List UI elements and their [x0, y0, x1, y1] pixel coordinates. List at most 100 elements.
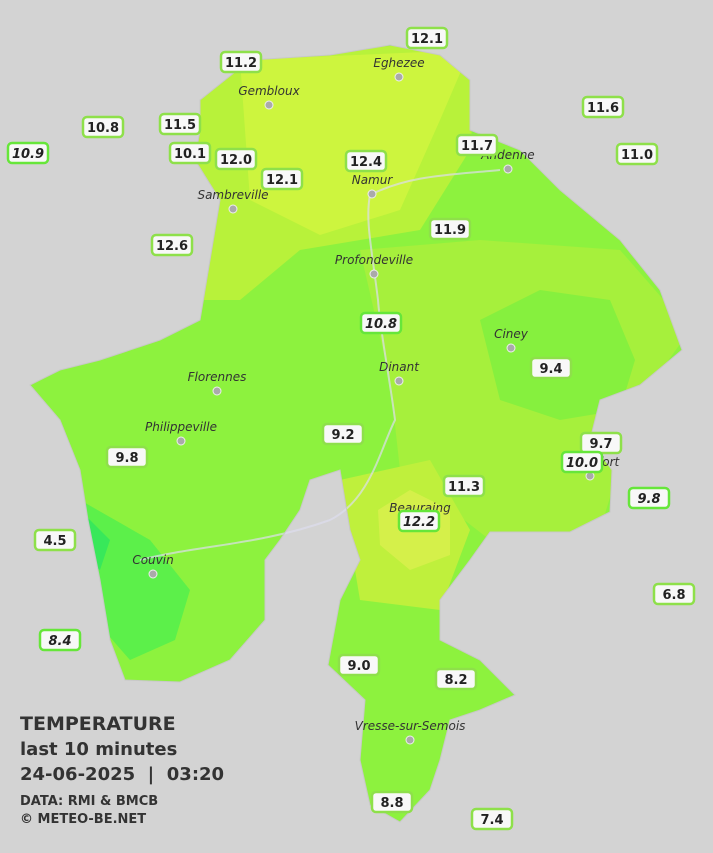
station: 11.6 — [581, 95, 625, 119]
town-label: Philippeville — [145, 420, 217, 434]
town-dot — [212, 386, 222, 396]
station-value: 9.0 — [347, 659, 370, 674]
station-box — [560, 450, 604, 474]
station-value: 11.9 — [434, 223, 466, 238]
station: 12.2 — [397, 509, 441, 533]
legend-subtitle: last 10 minutes — [20, 739, 177, 760]
station-box — [214, 147, 258, 171]
station-value: 11.3 — [448, 480, 480, 495]
town-label: Eghezee — [373, 56, 424, 70]
legend-title: TEMPERATURE — [20, 713, 176, 735]
station-value: 10.1 — [174, 147, 206, 162]
station-box — [260, 167, 304, 191]
station-value: 12.0 — [220, 153, 252, 168]
station-box — [105, 445, 149, 469]
station: 7.4 — [470, 807, 514, 831]
station: 8.2 — [434, 667, 478, 691]
town-dot — [506, 343, 516, 353]
station: 10.8 — [81, 115, 125, 139]
town-dot — [264, 100, 274, 110]
station-value: 9.2 — [331, 428, 354, 443]
station-box — [652, 582, 696, 606]
river — [139, 169, 501, 561]
station: 11.7 — [455, 133, 499, 157]
town-dot — [367, 189, 377, 199]
station-box — [615, 142, 659, 166]
station-box — [529, 356, 573, 380]
station: 10.8 — [359, 311, 403, 335]
town-dot — [176, 436, 186, 446]
station-value: 12.1 — [266, 173, 298, 188]
station: 12.1 — [405, 26, 449, 50]
station-box — [344, 149, 388, 173]
station-value: 6.8 — [662, 588, 685, 603]
station: 10.9 — [6, 141, 50, 165]
station-value: 11.2 — [225, 56, 257, 71]
town-label: Gembloux — [238, 84, 300, 98]
station: 11.2 — [219, 50, 263, 74]
legend-datetime: 24-06-2025 | 03:20 — [20, 764, 224, 785]
legend-credit: © METEO-BE.NET — [20, 812, 146, 827]
town-dot — [503, 164, 513, 174]
station-value: 12.2 — [403, 515, 435, 530]
station: 11.3 — [442, 474, 486, 498]
station-box — [470, 807, 514, 831]
town-label: Vresse-sur-Semois — [355, 719, 466, 733]
town-label: Sambreville — [197, 188, 268, 202]
station-box — [359, 311, 403, 335]
town-label: Couvin — [132, 553, 173, 567]
station: 12.1 — [260, 167, 304, 191]
station-value: 9.8 — [637, 492, 660, 507]
station: 9.2 — [321, 422, 365, 446]
station-box — [150, 233, 194, 257]
station-box — [158, 112, 202, 136]
station-value: 11.0 — [621, 148, 653, 163]
town-dot — [394, 72, 404, 82]
station-box — [321, 422, 365, 446]
station-value: 9.7 — [589, 437, 612, 452]
station-value: 10.8 — [87, 121, 119, 136]
town-dot — [148, 569, 158, 579]
station: 12.0 — [214, 147, 258, 171]
station: 10.1 — [168, 141, 212, 165]
station-value: 12.1 — [411, 32, 443, 47]
station-value: 11.6 — [587, 101, 619, 116]
station-box — [81, 115, 125, 139]
station-box — [581, 95, 625, 119]
zone — [480, 290, 635, 420]
station: 12.6 — [150, 233, 194, 257]
station-value: 12.4 — [350, 155, 382, 170]
station: 6.8 — [652, 582, 696, 606]
station-box — [405, 26, 449, 50]
town-dot — [228, 204, 238, 214]
station-value: 11.7 — [461, 139, 493, 154]
station-box — [6, 141, 50, 165]
station-value: 8.4 — [48, 634, 71, 649]
town-label: Namur — [352, 173, 394, 187]
station-box — [370, 790, 414, 814]
town-label: Florennes — [188, 370, 247, 384]
town-dot — [394, 376, 404, 386]
station-value: 10.0 — [566, 456, 598, 471]
station: 9.8 — [105, 445, 149, 469]
station: 8.4 — [38, 628, 82, 652]
station-value: 8.2 — [444, 673, 467, 688]
station-box — [442, 474, 486, 498]
town-label: Ciney — [494, 327, 529, 341]
station: 9.7 — [579, 431, 623, 455]
stations: 12.1 11.2 11.6 10.8 11.5 10.9 10.1 12.0 12.4 11.7… — [6, 26, 696, 831]
station-box — [455, 133, 499, 157]
station-box — [38, 628, 82, 652]
station: 10.0 — [560, 450, 604, 474]
station-value: 12.6 — [156, 239, 188, 254]
station: 8.8 — [370, 790, 414, 814]
station: 9.4 — [529, 356, 573, 380]
station-box — [337, 653, 381, 677]
station-value: 7.4 — [480, 813, 503, 828]
station-box — [434, 667, 478, 691]
station-box — [397, 509, 441, 533]
station-value: 4.5 — [43, 534, 66, 549]
station: 11.5 — [158, 112, 202, 136]
